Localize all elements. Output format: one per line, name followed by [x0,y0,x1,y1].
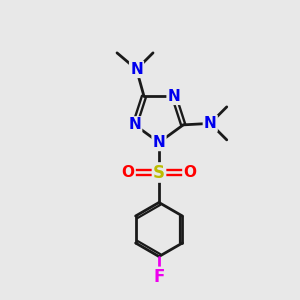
Text: N: N [168,89,180,104]
Text: S: S [153,164,165,181]
Text: N: N [153,135,165,150]
Text: N: N [130,62,143,77]
Text: F: F [153,268,165,286]
Text: O: O [183,165,196,180]
Text: O: O [122,165,135,180]
Text: N: N [204,116,217,131]
Text: N: N [128,117,141,132]
